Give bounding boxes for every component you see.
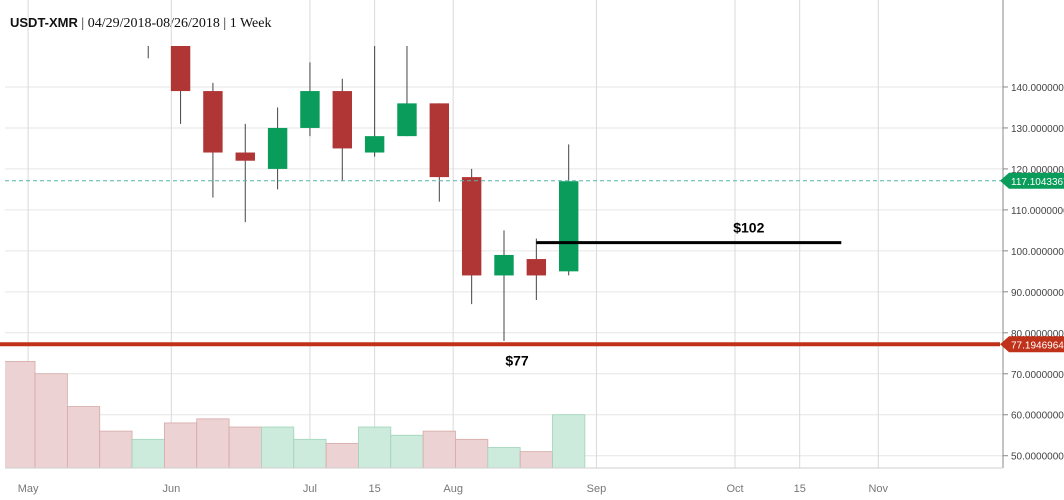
current-price-tag-label: 117.1043367: [1011, 177, 1064, 188]
x-tick-label: Jul: [303, 483, 317, 495]
y-tick-label: 110.0000000: [1011, 206, 1064, 217]
candle-body: [267, 127, 288, 169]
candle-body: [429, 103, 450, 178]
volume-bar: [552, 414, 586, 468]
volume-bar: [196, 418, 230, 468]
support-price-tag-label: 77.1946964: [1011, 340, 1064, 351]
volume-bar: [487, 447, 521, 468]
volume-bars: [5, 361, 586, 468]
support-line-annotation: $77: [505, 352, 529, 368]
current-price-tag-shape: [1000, 172, 1064, 189]
volume-bar: [66, 406, 101, 468]
volume-bar: [228, 426, 262, 468]
support-price-tag-shape: [1000, 336, 1064, 353]
candle-body: [364, 136, 385, 153]
volume-bar: [34, 373, 68, 468]
y-tick-label: 120.0000000: [1011, 165, 1064, 176]
volume-bar: [358, 426, 392, 468]
candle-body: [170, 46, 191, 92]
volume-bar: [455, 438, 489, 468]
volume-bar: [164, 422, 198, 468]
volume-bar: [390, 434, 424, 468]
x-tick-label: Jun: [162, 483, 180, 495]
symbol-label: USDT-XMR: [10, 15, 78, 30]
candle-body: [526, 259, 547, 276]
x-tick-label: Aug: [443, 483, 463, 495]
volume-bar: [131, 438, 165, 468]
x-tick-label: 15: [369, 483, 381, 495]
y-tick-label: 50.0000000: [1011, 452, 1064, 463]
y-tick-labels: 140.0000000 130.0000000 120.0000000 110.000…: [1003, 83, 1064, 463]
current-price-tag: 117.1043367: [1000, 172, 1064, 189]
candles: [139, 34, 579, 341]
volume-bar: [99, 430, 133, 468]
candle-body: [461, 177, 482, 276]
y-tick-label: 90.0000000: [1011, 288, 1064, 299]
x-tick-label: 15: [794, 483, 806, 495]
support-price-tag: 77.1946964: [1000, 336, 1064, 353]
x-tick-label: Oct: [726, 483, 743, 495]
y-tick-label: 70.0000000: [1011, 370, 1064, 381]
volume-bar: [519, 451, 553, 468]
volume-bar: [261, 426, 295, 468]
chart-header: USDT-XMR | 04/29/2018-08/26/2018 | 1 Wee…: [10, 15, 271, 32]
candle-body: [300, 91, 320, 128]
x-tick-label: May: [18, 483, 39, 495]
y-tick-label: 140.0000000: [1011, 83, 1064, 94]
y-tick-label: 80.0000000: [1011, 329, 1064, 340]
candle-body: [558, 181, 579, 272]
volume-bar: [293, 438, 327, 468]
candle-body: [139, 34, 158, 38]
x-tick-label: Sep: [587, 483, 607, 495]
volume-bar: [325, 443, 359, 468]
volume-bar: [422, 430, 456, 468]
candle-body: [203, 91, 223, 153]
target-line-label: $102: [733, 220, 764, 236]
candle-body: [332, 91, 352, 149]
candle-body: [494, 254, 514, 276]
y-tick-label: 60.0000000: [1011, 411, 1064, 422]
volume-bar: [5, 361, 36, 468]
candle-body: [235, 152, 255, 161]
y-tick-label: 100.0000000: [1011, 247, 1064, 258]
chart-details: | 04/29/2018-08/26/2018 | 1 Week: [81, 16, 272, 31]
candle-body: [397, 103, 417, 137]
x-tick-label: Nov: [868, 483, 888, 495]
x-tick-labels: May Jun Jul 15 Aug Sep Oct 15 Nov: [18, 483, 889, 495]
y-tick-label: 130.0000000: [1011, 124, 1064, 135]
